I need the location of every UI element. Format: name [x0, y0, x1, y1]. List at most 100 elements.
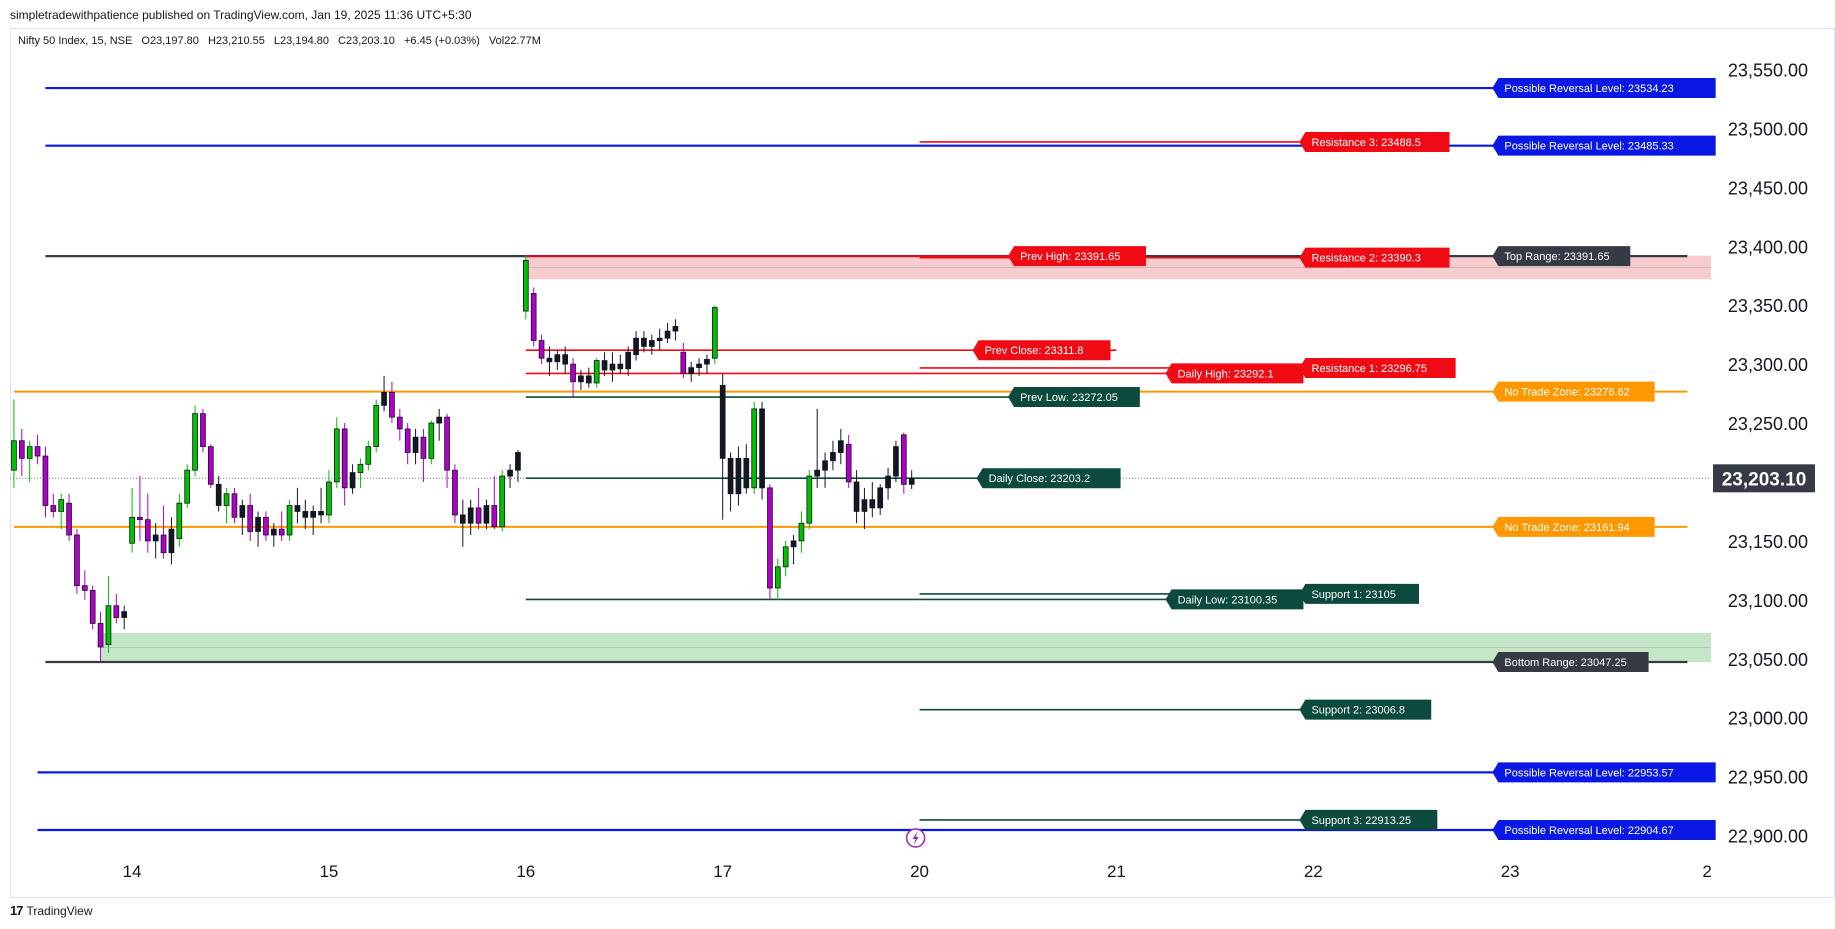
candle-68[interactable] — [546, 346, 553, 376]
candle-100[interactable] — [798, 511, 805, 553]
time-axis[interactable]: 14 15 16 17 20 21 22 23 2 — [123, 862, 1712, 881]
candle-31[interactable] — [255, 511, 261, 547]
candle-79[interactable] — [633, 331, 639, 361]
tradingview-logo[interactable]: 17 TradingView — [10, 903, 93, 918]
candle-55[interactable] — [444, 413, 450, 488]
candle-19[interactable] — [160, 505, 167, 559]
candle-0[interactable] — [11, 399, 17, 488]
level-tag-9[interactable]: No Trade Zone: 23276.62 — [1492, 381, 1655, 402]
candle-61[interactable] — [491, 476, 498, 530]
candle-54[interactable] — [436, 408, 443, 441]
lightning-icon[interactable] — [905, 828, 926, 848]
candle-25[interactable] — [207, 444, 214, 488]
candle-38[interactable] — [310, 505, 317, 535]
candle-84[interactable] — [672, 319, 679, 341]
candle-89[interactable] — [711, 305, 718, 365]
candle-57[interactable] — [459, 499, 466, 547]
candle-17[interactable] — [144, 493, 151, 553]
candle-21[interactable] — [176, 493, 183, 547]
candle-93[interactable] — [743, 444, 750, 494]
candle-6[interactable] — [58, 493, 65, 530]
candle-1[interactable] — [18, 428, 25, 477]
level-tag-19[interactable]: Possible Reversal Level: 22904.67 — [1492, 820, 1716, 841]
candle-91[interactable] — [727, 452, 734, 512]
candle-105[interactable] — [837, 428, 844, 465]
candle-5[interactable] — [50, 493, 57, 518]
candle-78[interactable] — [625, 346, 632, 376]
candle-92[interactable] — [735, 446, 742, 506]
candle-4[interactable] — [42, 446, 49, 518]
candle-47[interactable] — [381, 375, 387, 412]
level-tag-16[interactable]: Support 2: 23006.8 — [1299, 699, 1432, 720]
candle-32[interactable] — [263, 511, 269, 541]
candle-102[interactable] — [814, 408, 821, 488]
candle-81[interactable] — [648, 334, 655, 355]
candle-30[interactable] — [247, 493, 254, 541]
candle-37[interactable] — [302, 499, 309, 530]
price-axis[interactable]: 23,550.00 23,500.00 23,450.00 23,400.00 23,3… — [1713, 60, 1815, 847]
candle-83[interactable] — [664, 322, 671, 343]
candle-114[interactable] — [908, 470, 915, 490]
candle-33[interactable] — [270, 523, 277, 547]
candle-63[interactable] — [507, 464, 513, 488]
candle-40[interactable] — [326, 470, 332, 524]
candle-16[interactable] — [137, 476, 143, 541]
level-tag-17[interactable]: Possible Reversal Level: 22953.57 — [1492, 762, 1716, 783]
candle-95[interactable] — [759, 401, 765, 500]
candle-70[interactable] — [562, 346, 569, 374]
level-tag-14[interactable]: Daily Low: 23100.35 — [1165, 589, 1304, 610]
candle-7[interactable] — [66, 493, 72, 541]
candle-29[interactable] — [239, 499, 246, 535]
candle-13[interactable] — [113, 593, 120, 624]
candle-104[interactable] — [830, 440, 836, 471]
candle-87[interactable] — [696, 358, 702, 376]
candle-99[interactable] — [790, 535, 797, 565]
candle-51[interactable] — [412, 428, 419, 465]
level-tag-13[interactable]: Support 1: 23105 — [1299, 583, 1420, 604]
candle-62[interactable] — [499, 470, 506, 532]
candle-94[interactable] — [751, 401, 758, 494]
candle-72[interactable] — [578, 370, 584, 391]
candle-113[interactable] — [900, 432, 907, 494]
candle-85[interactable] — [680, 342, 687, 379]
candle-11[interactable] — [97, 611, 104, 663]
candle-20[interactable] — [168, 517, 175, 565]
level-tag-1[interactable]: Possible Reversal Level: 23485.33 — [1492, 135, 1716, 156]
candle-80[interactable] — [641, 331, 647, 353]
candle-46[interactable] — [373, 399, 380, 453]
level-tag-10[interactable]: Prev Low: 23272.05 — [1008, 387, 1140, 408]
level-tag-12[interactable]: No Trade Zone: 23161.94 — [1492, 516, 1655, 537]
candle-71[interactable] — [570, 358, 576, 398]
level-tag-4[interactable]: Prev High: 23391.65 — [1008, 246, 1146, 267]
candle-111[interactable] — [885, 467, 891, 500]
candle-74[interactable] — [593, 358, 600, 388]
candle-18[interactable] — [152, 523, 159, 559]
candle-88[interactable] — [704, 354, 710, 374]
candle-48[interactable] — [389, 381, 395, 424]
candle-108[interactable] — [861, 487, 868, 530]
symbol-name[interactable]: Nifty 50 Index, 15, NSE — [18, 35, 133, 47]
candle-90[interactable] — [719, 373, 726, 520]
candle-56[interactable] — [452, 464, 458, 524]
candle-106[interactable] — [845, 434, 852, 488]
candle-69[interactable] — [554, 349, 561, 370]
candle-41[interactable] — [333, 417, 340, 488]
candle-36[interactable] — [294, 487, 301, 524]
candle-77[interactable] — [617, 354, 624, 374]
candle-103[interactable] — [822, 452, 828, 488]
level-tag-6[interactable]: Prev Close: 23311.8 — [972, 340, 1111, 361]
candle-67[interactable] — [538, 334, 545, 365]
level-tag-2[interactable]: Resistance 3: 23488.5 — [1299, 131, 1450, 152]
candle-23[interactable] — [192, 405, 198, 477]
candle-58[interactable] — [467, 499, 474, 535]
candle-44[interactable] — [357, 458, 364, 488]
candle-43[interactable] — [349, 464, 356, 494]
candle-60[interactable] — [483, 499, 490, 530]
candle-14[interactable] — [121, 605, 128, 630]
candle-97[interactable] — [774, 558, 781, 600]
candle-96[interactable] — [767, 484, 773, 600]
candle-53[interactable] — [428, 420, 435, 465]
candle-8[interactable] — [74, 529, 80, 594]
level-tag-5[interactable]: Resistance 2: 23390.3 — [1299, 247, 1450, 268]
